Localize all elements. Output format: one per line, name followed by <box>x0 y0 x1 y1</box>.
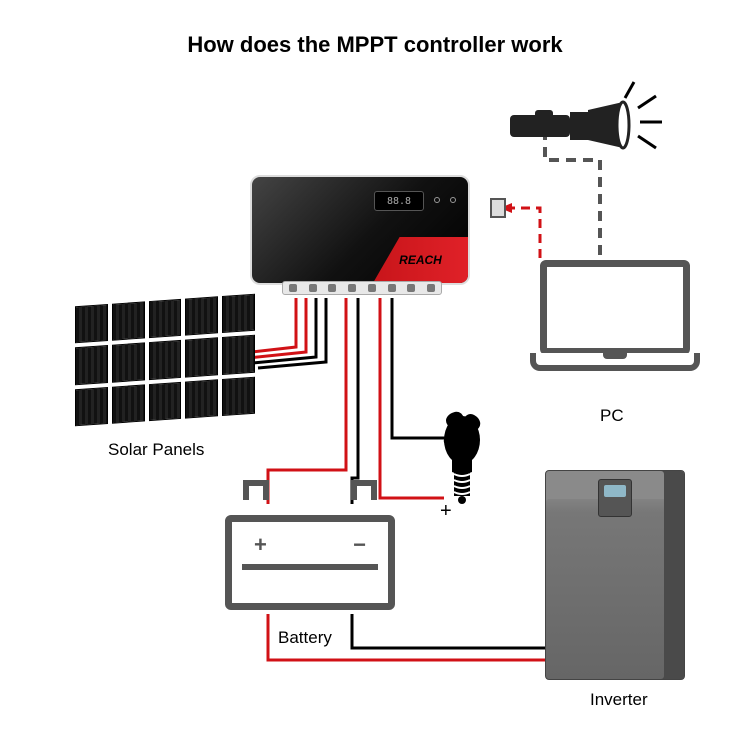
controller-brand: REACH <box>399 253 442 267</box>
inverter-label: Inverter <box>590 690 648 710</box>
flashlight-icon <box>505 100 635 150</box>
battery: + − <box>225 500 395 610</box>
diagram-title: How does the MPPT controller work <box>0 32 750 58</box>
mppt-controller: 88.8 REACH <box>250 175 470 285</box>
solar-panels <box>75 294 255 427</box>
pc-laptop <box>530 260 700 400</box>
usb-port-icon <box>490 198 506 218</box>
bulb-plus: + <box>440 500 452 523</box>
controller-display: 88.8 <box>374 191 424 211</box>
inverter <box>545 470 685 680</box>
cfl-bulb-icon <box>432 410 492 510</box>
battery-label: Battery <box>278 628 332 648</box>
solar-label: Solar Panels <box>108 440 204 460</box>
pc-label: PC <box>600 406 624 426</box>
bulb-minus: − <box>460 426 473 452</box>
